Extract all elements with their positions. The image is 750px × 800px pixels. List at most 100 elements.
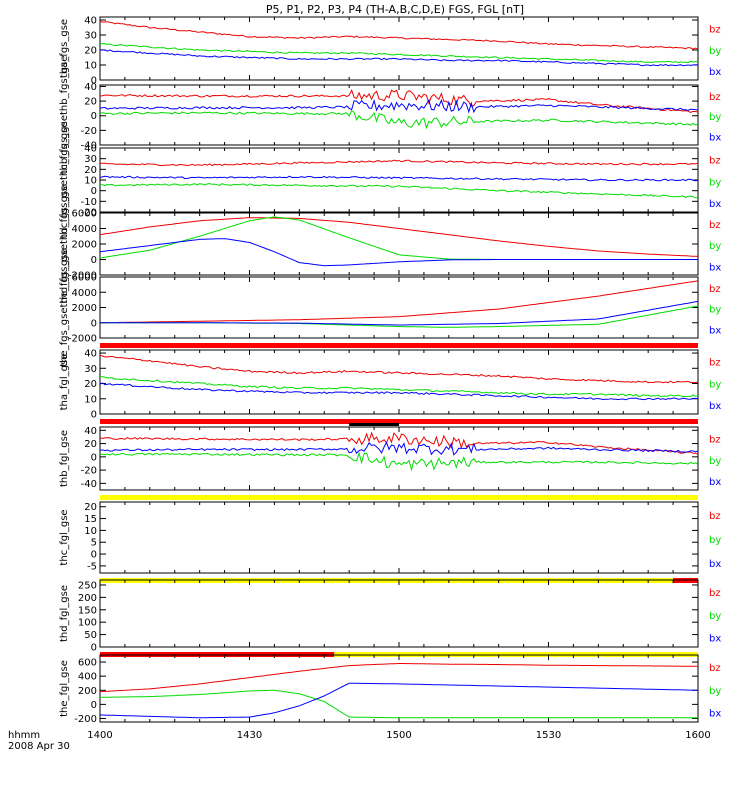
y-tick-label: -20 [81,208,97,219]
quality-flag-bar [100,343,698,348]
series-bz-line [100,159,698,167]
time-tick-label: 1500 [386,730,411,741]
panel-frame [99,501,699,574]
y-tick-label: 2000 [72,303,97,314]
y-tick-label: 10 [84,176,97,187]
panel-ylabel: tha_fgl_gse [59,354,70,411]
legend-bx: bx [709,401,721,412]
legend-by: by [709,686,721,697]
series-bz-line [100,431,698,455]
y-tick-label: -40 [81,141,97,152]
y-tick-label: 0 [91,186,97,197]
y-tick-label: -5 [87,561,97,572]
time-tick-label: 1430 [237,730,262,741]
series-bx-line [100,382,698,401]
panel-thd_fgs_gsethd_fgs_gse: 6000 4000 2000 0 -2000thd_fgs_gsethd_fgs_gse… [59,185,721,304]
legend-bz: bz [709,284,721,295]
panel-ylabel: thd_fgl_gse [59,585,70,642]
y-tick-label: 50 [84,630,97,641]
legend-bz: bz [709,358,721,369]
panel-frame [99,579,699,648]
series-bz-line [100,280,698,324]
panel-ylabel: thd_fgs_gsethd_fgs_gse [59,185,70,304]
y-tick-label: 40 [84,82,97,93]
y-tick-label: 150 [78,605,97,616]
series-bx-line [100,682,698,719]
panel-the_fgl_gse: 600 400 200 0 -200 the_fgl_gse bz by bx [59,654,721,725]
legend-bx: bx [709,634,721,645]
y-tick-label: 4000 [72,288,97,299]
series-by-line [100,376,698,398]
y-tick-label: 6000 [72,273,97,284]
series-by-line [100,109,698,130]
y-tick-label: 250 [78,580,97,591]
series-bz-line [100,354,698,384]
panel-ylabel: tha_fgs_gse [59,19,70,78]
time-tick-label: 1400 [87,730,112,741]
panel-frame [99,16,699,81]
time-tick-label: 1600 [685,730,710,741]
legend-by: by [709,305,721,316]
y-tick-label: 0 [91,76,97,87]
y-tick-label: 40 [84,349,97,360]
chart-title: P5, P1, P2, P3, P4 (TH-A,B,C,D,E) FGS, F… [266,3,524,16]
y-tick-label: 0 [91,410,97,421]
series-by-line [100,689,698,719]
panel-tha_fgs_gse: 40 30 20 10 0 tha_fgs_gse bz by bx [59,16,721,87]
y-tick-label: 30 [84,154,97,165]
y-tick-label: 20 [84,502,97,513]
y-tick-label: -40 [81,479,97,490]
y-tick-label: 20 [84,165,97,176]
panel-ylabel: thc_fgl_gse [59,509,70,565]
panel-the_fgs_gsethe_fgs_gse: 6000 4000 2000 0 -2000the_fgs_gsethe_fgs_gse… [59,248,721,366]
y-tick-label: -2000 [68,271,97,282]
time-axis: 1400 1430 1500 1530 1600 [87,730,710,741]
y-tick-label: -10 [81,197,97,208]
legend-bx: bx [709,477,721,488]
panel-ylabel: the_fgs_gsethe_fgs_gse [59,248,70,366]
y-tick-label: 200 [78,686,97,697]
legend-bz: bz [709,92,721,103]
y-tick-label: -2000 [68,334,97,345]
y-tick-label: 0 [91,700,97,711]
legend-by: by [709,177,721,188]
y-tick-label: -200 [74,714,97,725]
panel-ylabel: thc_fgs_gsethc_fgs_gse [59,121,70,238]
legend-bz: bz [709,588,721,599]
legend-bx: bx [709,709,721,720]
time-tick-label: 1530 [536,730,561,741]
panel-frame [99,426,699,491]
legend-bz: bz [709,24,721,35]
y-tick-label: 400 [78,672,97,683]
panel-frame [99,276,699,339]
legend-bx: bx [709,559,721,570]
panel-ylabel: the_fgl_gse [59,660,70,717]
y-tick-label: 5 [91,538,97,549]
y-tick-label: 20 [84,97,97,108]
time-axis-label: hhmm [8,730,40,741]
y-tick-label: 10 [84,394,97,405]
y-tick-label: 40 [84,16,97,27]
legend-by: by [709,46,721,57]
series-by-line [100,451,698,472]
series-by-line [100,183,698,199]
series-by-line [100,43,698,64]
series-by-line [100,216,698,260]
legend-bz: bz [709,511,721,522]
panel-thb_fgl_gse: 40 20 0 -20 -40 thb_fgl_gse bz by bx [59,423,721,500]
series-bx-line [100,49,698,67]
y-tick-label: 0 [91,452,97,463]
y-tick-label: 200 [78,593,97,604]
y-tick-label: 10 [84,526,97,537]
y-tick-label: 4000 [72,224,97,235]
legend-bx: bx [709,325,721,336]
panel-frame [99,84,699,146]
date-label: 2008 Apr 30 [8,741,70,752]
legend-bx: bx [709,199,721,210]
quality-flag-bar [100,495,698,500]
y-tick-label: 30 [84,31,97,42]
legend-by: by [709,112,721,123]
